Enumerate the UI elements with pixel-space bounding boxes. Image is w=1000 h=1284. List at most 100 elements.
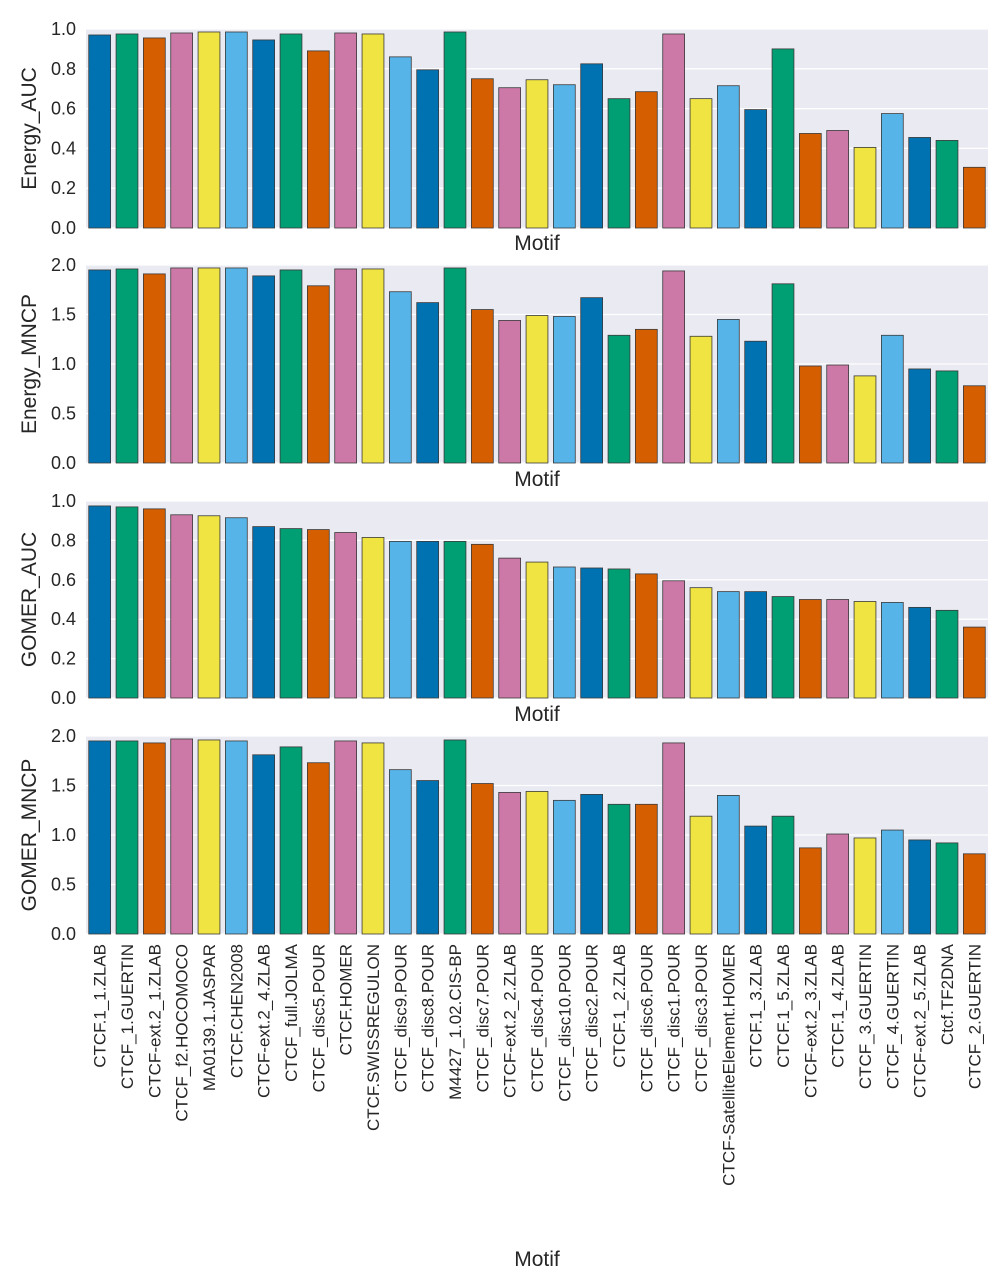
bar-CTCF.1_4.ZLAB: [826, 364, 850, 464]
x-tick-label: CTCF.CHEN2008: [227, 944, 246, 1078]
bar-CTCF.1_1.ZLAB: [88, 505, 111, 699]
bar-CTCF.1_5.ZLAB: [771, 48, 795, 229]
bar-CTCF-ext.2_3.ZLAB: [799, 599, 822, 699]
bar-CTCF-ext.2_5.ZLAB: [908, 137, 932, 229]
bar-CTCF_disc2.POUR: [580, 567, 604, 699]
bar-M4427_1.02.CIS-BP: [443, 267, 467, 464]
bar-CTCF_3.GUERTIN: [853, 837, 877, 935]
bar-CTCF-ext.2_1.ZLAB: [142, 742, 166, 935]
bar-CTCF_disc4.POUR: [525, 315, 549, 464]
y-tick-label: 0.0: [51, 924, 76, 944]
bar-CTCF_disc2.POUR: [580, 297, 604, 464]
bar-CTCF_disc5.POUR: [306, 50, 330, 229]
bar-CTCF-ext.2_1.ZLAB: [142, 273, 166, 464]
bar-Ctcf.TF2DNA: [935, 140, 959, 229]
x-tick-label: CTCF-ext.2_3.ZLAB: [801, 944, 820, 1098]
bar-CTCF.1_3.ZLAB: [744, 109, 768, 229]
bar-CTCF.HOMER: [334, 532, 358, 699]
x-tick-label: CTCF-SatelliteElement.HOMER: [719, 944, 738, 1186]
bar-CTCF_f2.HOCOMOCO: [170, 514, 194, 699]
bar-CTCF-ext.2_2.ZLAB: [498, 87, 522, 229]
bar-CTCF_disc9.POUR: [388, 291, 412, 464]
bar-CTCF_disc9.POUR: [388, 769, 412, 935]
y-tick-label: 1.5: [51, 305, 76, 325]
bar-CTCF-ext.2_2.ZLAB: [498, 792, 522, 935]
bar-Ctcf.TF2DNA: [935, 842, 959, 935]
bar-CTCF_disc1.POUR: [662, 580, 686, 699]
bar-CTCF.1_1.ZLAB: [88, 269, 111, 464]
bar-CTCF.SWISSREGULON: [361, 537, 385, 699]
x-axis-label: Motif: [514, 468, 560, 491]
y-tick-label: 0.5: [51, 404, 76, 424]
bar-CTCF_disc6.POUR: [635, 803, 658, 935]
bar-CTCF_full.JOLMA: [279, 33, 303, 229]
x-tick-label: CTCF.HOMER: [337, 944, 356, 1055]
bar-CTCF_2.GUERTIN: [963, 853, 986, 935]
bar-CTCF_disc7.POUR: [470, 309, 494, 464]
x-tick-label: CTCF_1.GUERTIN: [118, 944, 137, 1089]
bar-CTCF_4.GUERTIN: [881, 334, 904, 464]
bar-Ctcf.TF2DNA: [935, 609, 959, 699]
bar-CTCF.HOMER: [334, 268, 358, 464]
x-tick-label: CTCF.1_4.ZLAB: [829, 944, 848, 1068]
x-tick-label: CTCF-ext.2_1.ZLAB: [145, 944, 164, 1098]
x-tick-label: Ctcf.TF2DNA: [938, 943, 957, 1045]
bar-M4427_1.02.CIS-BP: [443, 540, 467, 699]
x-tick-label: CTCF_full.JOLMA: [282, 943, 301, 1082]
bar-CTCF_2.GUERTIN: [963, 626, 986, 699]
x-tick-label: M4427_1.02.CIS-BP: [446, 944, 465, 1100]
x-tick-label: CTCF_disc6.POUR: [637, 944, 656, 1092]
panel-2: 0.0 0.5 1.0 1.5 2.0 Energy_MNCP Motif: [18, 255, 988, 491]
bar-M4427_1.02.CIS-BP: [443, 739, 467, 935]
bar-CTCF-SatelliteElement.HOMER: [717, 795, 740, 935]
x-tick-label: CTCF_f2.HOCOMOCO: [173, 944, 192, 1122]
x-tick-label: CTCF.1_3.ZLAB: [747, 944, 766, 1068]
bar-CTCF.CHEN2008: [224, 517, 248, 699]
bar-CTCF.1_5.ZLAB: [771, 596, 795, 699]
bar-CTCF_disc4.POUR: [525, 561, 549, 699]
bar-CTCF_disc4.POUR: [525, 791, 549, 935]
y-tick-label: 0.6: [51, 99, 76, 119]
bar-CTCF_f2.HOCOMOCO: [170, 738, 194, 935]
x-tick-label: CTCF.SWISSREGULON: [364, 944, 383, 1131]
bar-MA0139.1.JASPAR: [197, 515, 221, 699]
bar-CTCF_full.JOLMA: [279, 269, 303, 464]
bar-CTCF.1_2.ZLAB: [607, 568, 631, 699]
bar-CTCF_disc9.POUR: [388, 540, 412, 699]
x-tick-label: CTCF_disc10.POUR: [555, 944, 574, 1102]
bar-CTCF-SatelliteElement.HOMER: [717, 319, 740, 464]
bar-CTCF_f2.HOCOMOCO: [170, 267, 194, 464]
bar-CTCF_disc2.POUR: [580, 63, 604, 229]
bar-CTCF.1_1.ZLAB: [88, 34, 111, 229]
y-tick-label: 0.6: [51, 570, 76, 590]
bar-CTCF-ext.2_4.ZLAB: [252, 275, 276, 464]
bar-CTCF_disc3.POUR: [689, 587, 713, 699]
bar-CTCF-ext.2_1.ZLAB: [142, 508, 166, 699]
bar-CTCF_disc7.POUR: [470, 78, 494, 229]
y-tick-label: 0.0: [51, 688, 76, 708]
bar-CTCF.SWISSREGULON: [361, 33, 385, 229]
bar-MA0139.1.JASPAR: [197, 31, 221, 229]
bar-CTCF_disc3.POUR: [689, 815, 713, 935]
bar-CTCF_disc10.POUR: [553, 799, 576, 935]
x-tick-label: CTCF.1_2.ZLAB: [610, 944, 629, 1068]
bar-CTCF_1.GUERTIN: [115, 740, 139, 935]
bar-CTCF.1_3.ZLAB: [744, 825, 768, 935]
bar-CTCF.1_4.ZLAB: [826, 130, 850, 229]
bar-M4427_1.02.CIS-BP: [443, 31, 467, 229]
x-axis-label: Motif: [514, 703, 560, 726]
y-tick-label: 0.2: [51, 178, 76, 198]
x-axis-label: Motif: [514, 1248, 560, 1271]
panel-4: 0.0 0.5 1.0 1.5 2.0 GOMER_MNCP Motif: [18, 726, 988, 1271]
bar-CTCF.SWISSREGULON: [361, 268, 385, 464]
y-tick-label: 1.0: [51, 19, 76, 39]
bar-CTCF_disc1.POUR: [662, 33, 686, 229]
y-tick-label: 0.0: [51, 453, 76, 473]
x-tick-label: CTCF_disc8.POUR: [419, 944, 438, 1092]
bar-CTCF_disc5.POUR: [306, 285, 330, 464]
bar-CTCF-ext.2_2.ZLAB: [498, 557, 522, 699]
bar-CTCF_disc4.POUR: [525, 79, 549, 229]
bar-CTCF_disc9.POUR: [388, 56, 412, 229]
bar-CTCF.CHEN2008: [224, 740, 248, 935]
